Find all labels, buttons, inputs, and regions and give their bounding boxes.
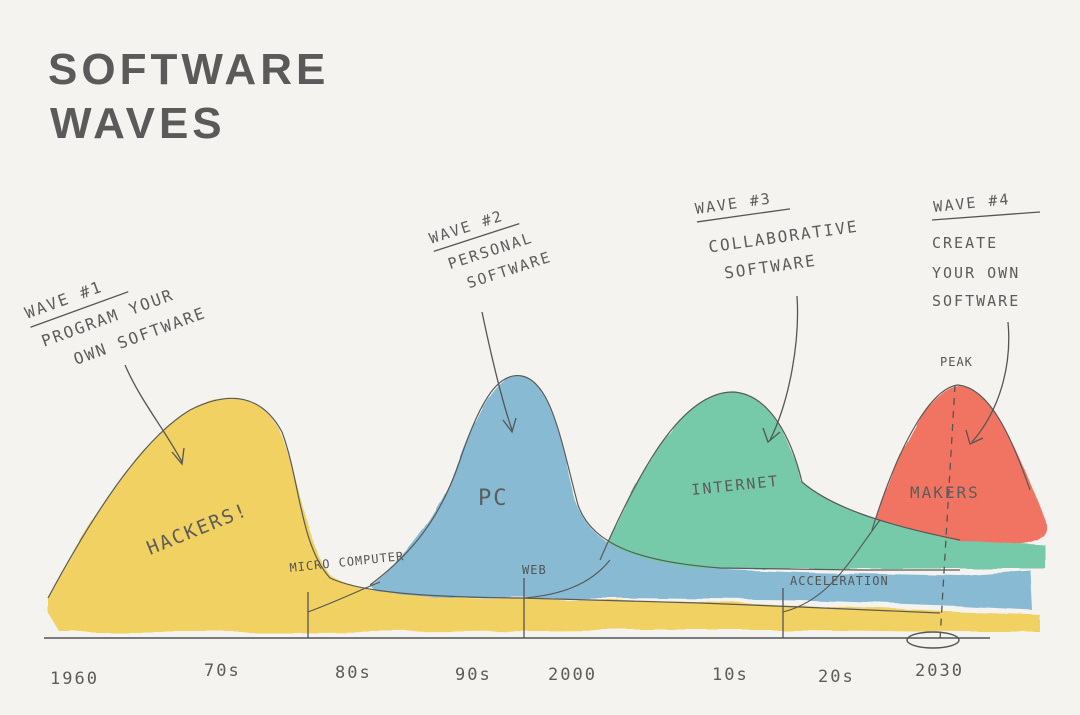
wave3-curve bbox=[599, 391, 961, 561]
tick-90s: 90s bbox=[455, 665, 492, 685]
wave4-curve bbox=[871, 384, 1031, 531]
wave4-header: WAVE #4 bbox=[933, 190, 1012, 216]
acceleration-connector bbox=[782, 519, 881, 613]
title-line-2: WAVES bbox=[50, 99, 226, 148]
wave2-underline bbox=[433, 222, 520, 253]
year-2030-circle bbox=[906, 631, 960, 649]
tick-70s: 70s bbox=[204, 661, 241, 681]
wave2-label: PC bbox=[478, 486, 509, 511]
wave3-arrowhead bbox=[762, 427, 781, 444]
title-line-1: SOFTWARE bbox=[48, 45, 329, 94]
acceleration-label: ACCELERATION bbox=[790, 574, 889, 588]
tick-2000: 2000 bbox=[548, 665, 597, 685]
tick-1960: 1960 bbox=[50, 669, 99, 689]
micro-computer-connector bbox=[307, 581, 381, 613]
wave1-underline bbox=[30, 291, 129, 328]
wave4-desc-1: CREATE bbox=[932, 234, 998, 252]
tick-10s: 10s bbox=[712, 665, 749, 685]
tick-80s: 80s bbox=[335, 663, 372, 683]
web-label: WEB bbox=[522, 563, 547, 577]
tick-20s: 20s bbox=[818, 667, 855, 687]
wave4-arrowhead bbox=[965, 429, 984, 445]
wave1-arrowhead bbox=[171, 447, 185, 466]
wave3-desc-1: COLLABORATIVE bbox=[707, 217, 859, 257]
wave2-curve bbox=[369, 374, 960, 586]
wave4-desc-2: YOUR OWN bbox=[932, 264, 1020, 282]
wave3-header: WAVE #3 bbox=[694, 189, 773, 218]
wave3-desc-2: SOFTWARE bbox=[723, 251, 818, 283]
wave1-curve bbox=[47, 397, 941, 614]
wave2-area bbox=[370, 374, 1032, 610]
wave1-arrow bbox=[124, 364, 183, 463]
wave3-underline bbox=[696, 208, 791, 223]
wave4-desc-3: SOFTWARE bbox=[932, 292, 1020, 310]
peak-label: PEAK bbox=[940, 355, 973, 369]
wave3-area bbox=[600, 392, 1045, 570]
wave4-arrow bbox=[971, 321, 1010, 443]
wave4-label: MAKERS bbox=[910, 483, 980, 502]
tick-2030: 2030 bbox=[915, 661, 964, 681]
wave1-area bbox=[48, 398, 1040, 632]
peak-marker-line bbox=[939, 384, 956, 641]
wave3-arrow bbox=[769, 295, 799, 441]
wave4-area bbox=[872, 385, 1047, 545]
wave4-underline bbox=[931, 211, 1041, 221]
wave2-arrowhead bbox=[502, 417, 517, 434]
wave2-arrow bbox=[481, 311, 513, 431]
web-connector bbox=[523, 559, 611, 599]
